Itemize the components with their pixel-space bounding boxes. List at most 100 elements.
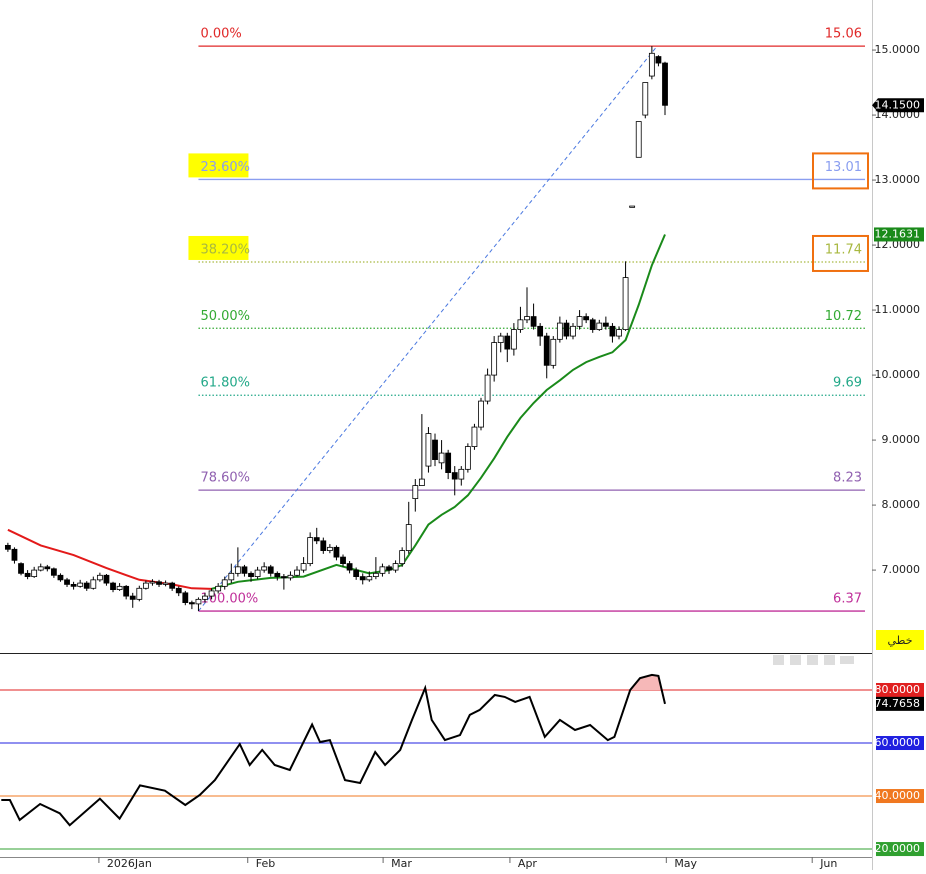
candle-body — [353, 569, 360, 577]
candle-body — [596, 322, 603, 330]
value-highlight — [812, 234, 869, 272]
candle-body — [50, 568, 57, 576]
candle-body — [149, 581, 156, 584]
candle-body — [642, 82, 649, 116]
candle-body — [129, 595, 136, 600]
candle-body — [583, 316, 590, 321]
control-icon[interactable] — [773, 655, 784, 665]
candle-body — [405, 524, 412, 551]
level-label: 20.0000 — [875, 842, 921, 855]
level-badge — [876, 682, 924, 697]
candle-body — [432, 439, 438, 460]
level-badge — [876, 736, 924, 751]
candle-body — [609, 325, 616, 337]
candle-body — [195, 598, 202, 605]
candle-body — [366, 576, 373, 581]
candle-body — [517, 319, 524, 330]
control-icon[interactable] — [807, 655, 818, 665]
candle-body — [392, 563, 399, 571]
candle-body — [215, 585, 222, 592]
fib-percent-label: 0.00% — [200, 27, 241, 42]
x-tick-label: May — [674, 857, 697, 870]
candle-body — [629, 205, 636, 208]
candle-body — [451, 472, 458, 480]
level-badge — [876, 789, 924, 804]
fib-trend-line — [198, 45, 658, 612]
candle-body — [307, 537, 314, 564]
fib-value-label: 9.69 — [833, 376, 862, 391]
fib-value-label: 8.23 — [833, 471, 862, 486]
candle-body — [90, 579, 97, 589]
candle-body — [556, 322, 563, 340]
x-tick-label: Apr — [518, 857, 538, 870]
level-badge — [876, 842, 924, 857]
last-value-badge — [876, 696, 924, 711]
control-icon[interactable] — [824, 655, 835, 665]
candle-body — [425, 433, 432, 467]
scale-mode-label[interactable]: خطي — [888, 634, 913, 647]
pane-controls[interactable] — [773, 655, 854, 665]
value-highlight — [812, 152, 869, 190]
candle-body — [96, 574, 103, 581]
x-tick-label: Mar — [391, 857, 412, 870]
fib-value-label: 15.06 — [825, 27, 862, 42]
moving-average — [211, 234, 666, 590]
y-tick-label: 9.0000 — [882, 433, 921, 446]
last-value-label: 74.7658 — [875, 697, 921, 710]
control-icon[interactable] — [790, 655, 801, 665]
candle-body — [64, 579, 70, 585]
candle-body — [287, 574, 294, 579]
candle-body — [648, 52, 655, 77]
candle-body — [497, 335, 504, 343]
last-price-badge — [872, 98, 924, 113]
candle-body — [537, 325, 544, 337]
x-tick-label: Feb — [256, 857, 275, 870]
candle-body — [274, 572, 281, 577]
candle-body — [635, 121, 642, 158]
candle-body — [399, 550, 406, 564]
level-label: 40.0000 — [875, 789, 921, 802]
candle-body — [44, 566, 51, 570]
candle-body — [11, 548, 18, 561]
candle-body — [504, 335, 511, 350]
fib-percent-label: 61.80% — [200, 376, 250, 391]
candle-body — [169, 582, 176, 589]
candle-body — [484, 374, 491, 402]
candle-body — [280, 576, 287, 579]
candle-body — [241, 566, 248, 574]
fib-percent-label: 23.60% — [200, 160, 250, 175]
level-label: 60.0000 — [875, 736, 921, 749]
candle-body — [372, 572, 379, 577]
candle-body — [142, 582, 149, 589]
candle-body — [103, 574, 110, 584]
candle-body — [510, 329, 517, 350]
fib-percent-label: 78.60% — [200, 471, 250, 486]
candle-body — [379, 566, 386, 574]
candle-body — [123, 585, 130, 597]
candle-body — [83, 582, 90, 589]
candle-body — [576, 316, 583, 327]
candle-body — [294, 569, 300, 576]
candle-body — [471, 426, 478, 447]
control-icon[interactable] — [840, 656, 854, 664]
label-highlight — [188, 153, 249, 178]
candle-body — [326, 546, 333, 551]
moving-average — [7, 528, 212, 590]
scale-mode-button[interactable] — [876, 630, 924, 650]
candle-body — [267, 566, 274, 574]
y-tick-label: 10.0000 — [875, 368, 921, 381]
candle-body — [188, 602, 195, 605]
candle-body — [248, 572, 254, 577]
candle-body — [478, 400, 484, 428]
ma-value-label: 12.1631 — [875, 227, 921, 240]
candle-body — [77, 582, 84, 587]
candle-body — [530, 316, 537, 327]
fib-value-label: 11.74 — [825, 242, 862, 257]
candle-body — [156, 581, 162, 585]
candle-body — [254, 569, 261, 577]
candle-body — [313, 537, 320, 542]
candle-body — [418, 478, 425, 486]
candle-body — [162, 582, 169, 585]
candle-body — [234, 566, 241, 574]
